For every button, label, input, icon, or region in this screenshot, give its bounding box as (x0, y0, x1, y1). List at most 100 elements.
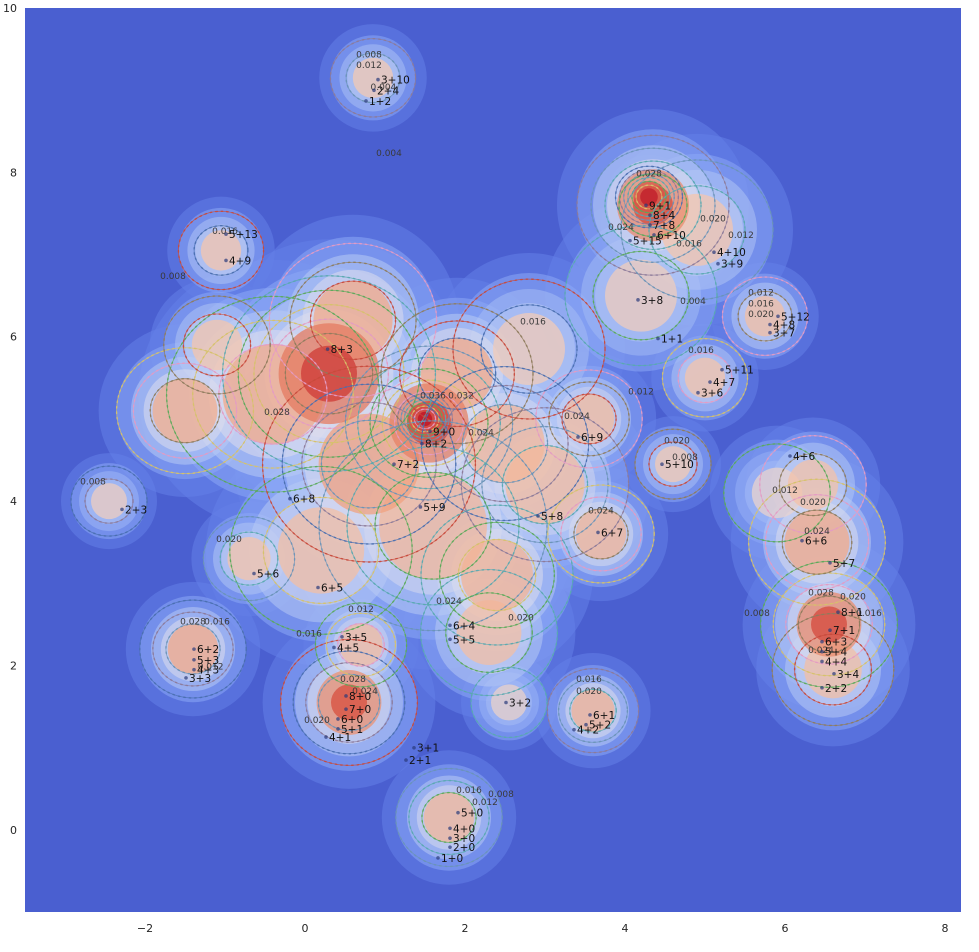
contour-level-label: 0.008 (672, 453, 698, 463)
point-label: 7+2 (397, 459, 419, 471)
contour-level-label: 0.012 (198, 663, 224, 673)
point-marker (716, 261, 720, 266)
contour-level-label: 0.028 (180, 617, 206, 627)
point-marker (448, 845, 452, 849)
point-label: 6+4 (453, 620, 475, 632)
contour-line-35-1 (84, 478, 134, 524)
contour-level-label: 0.020 (216, 535, 242, 545)
point-label: 8+0 (349, 691, 371, 703)
contour-line-30-0 (314, 602, 407, 688)
point-marker (588, 713, 592, 717)
contour-line-4-2 (149, 378, 221, 444)
contour-level-label: 0.016 (204, 617, 230, 627)
point-marker (656, 336, 660, 341)
point-label: 3+8 (641, 295, 663, 307)
contour-level-label: 0.024 (588, 506, 614, 516)
contour-line-32-1 (737, 291, 793, 342)
point-marker (828, 561, 832, 565)
contour-level-label: 0.020 (748, 310, 774, 320)
point-label: 2+3 (125, 504, 147, 516)
density-core-21 (379, 471, 487, 580)
contour-line-39-0 (723, 443, 831, 543)
point-marker (456, 810, 460, 815)
contour-level-label: 0.012 (628, 387, 654, 397)
contour-level-label: 0.020 (576, 687, 602, 697)
contour-line-2-0 (222, 275, 436, 472)
density-core-9 (200, 230, 242, 271)
contour-level-label: 0.024 (608, 223, 634, 233)
contour-line-16-0 (452, 278, 606, 420)
contour-line-0-1 (400, 396, 450, 442)
density-core-14 (804, 640, 862, 699)
contour-level-label: 0.024 (468, 428, 494, 438)
contour-line-18-0 (576, 134, 730, 276)
contour-level-label: 0.012 (356, 61, 382, 71)
contour-line-5-0 (268, 242, 437, 398)
contour-line-13-1 (560, 496, 642, 572)
point-marker (768, 322, 772, 327)
contour-level-label: 0.016 (456, 786, 482, 796)
x-axis-ticks: −2 0 2 4 6 8 (137, 922, 949, 935)
point-marker (536, 514, 540, 518)
point-label: 6+7 (601, 527, 623, 539)
density-peak-35 (811, 606, 847, 643)
contour-line-24-1 (794, 633, 872, 706)
density-core-24 (461, 539, 533, 612)
contour-line-25-2 (305, 662, 393, 743)
contour-line-18-2 (604, 160, 702, 250)
point-label: 7+1 (833, 625, 855, 637)
contour-level-labels: 0.0040.0040.0080.0120.0080.0160.0280.036… (80, 50, 882, 808)
point-marker (316, 585, 320, 590)
point-marker (820, 649, 824, 654)
contour-lines-layer (70, 37, 899, 868)
point-marker (418, 505, 423, 509)
point-label: 5+12 (781, 311, 810, 323)
point-marker (828, 628, 832, 633)
point-label: 6+1 (593, 710, 615, 722)
contour-line-1-2 (369, 368, 489, 478)
contour-line-18-3 (618, 173, 688, 237)
point-label: 7+8 (653, 220, 675, 232)
contour-line-28-2 (421, 792, 477, 843)
point-marker (184, 676, 188, 680)
point-label: 5+4 (825, 647, 847, 659)
contour-level-label: 0.024 (564, 412, 590, 422)
contour-line-2-1 (237, 289, 421, 458)
point-label: 1+0 (441, 853, 463, 865)
contour-line-29-0 (420, 569, 558, 696)
contour-level-label: 0.024 (352, 687, 378, 697)
contour-line-0-4 (410, 405, 440, 433)
point-marker (576, 435, 580, 439)
contour-level-label: 0.024 (436, 597, 462, 607)
point-label: 5+11 (725, 365, 754, 377)
contour-line-27-1 (558, 678, 628, 743)
contour-line-24-0 (771, 613, 895, 726)
x-tick-label: 2 (462, 922, 469, 935)
contour-line-12-0 (229, 466, 413, 635)
point-label: 9+1 (649, 200, 671, 212)
density-peak-38 (640, 188, 658, 206)
contour-line-4-0 (116, 347, 254, 475)
contour-level-label: 0.020 (508, 613, 534, 623)
contour-line-6-0 (380, 303, 534, 445)
contour-line-3-1 (192, 320, 354, 469)
contour-line-9-2 (502, 445, 588, 525)
point-label: 5+8 (541, 511, 563, 523)
contour-level-label: 0.012 (472, 798, 498, 808)
point-label: 4+5 (337, 642, 359, 654)
x-tick-label: −2 (137, 922, 153, 935)
contour-line-16-1 (480, 304, 578, 394)
point-marker (696, 390, 700, 395)
point-label: 5+1 (341, 724, 363, 736)
contour-line-4-1 (132, 362, 237, 459)
contour-line-33-0 (634, 428, 712, 500)
y-tick-label: 8 (10, 166, 17, 179)
point-label: 2+4 (377, 85, 399, 97)
contour-line-32-0 (722, 276, 808, 356)
point-label: 4+1 (329, 732, 351, 744)
contour-level-label: 0.024 (804, 527, 830, 537)
point-label: 8+3 (331, 344, 353, 356)
contour-line-8-1 (441, 385, 569, 502)
contour-line-7-0 (262, 365, 476, 563)
